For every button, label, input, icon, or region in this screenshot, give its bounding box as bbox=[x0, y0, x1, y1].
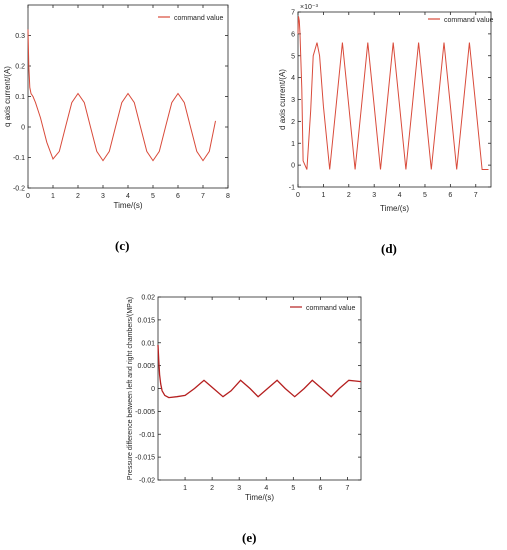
y-tick-label: -1 bbox=[289, 185, 295, 192]
y-tick-label: 0.015 bbox=[137, 317, 155, 324]
y-tick-label: 0.02 bbox=[141, 295, 155, 302]
x-tick-label: 5 bbox=[151, 193, 155, 200]
y-tick-label: 0.3 bbox=[15, 33, 25, 40]
x-tick-label: 6 bbox=[448, 192, 452, 199]
y-tick-label: 0.005 bbox=[137, 363, 155, 370]
y-tick-label: 3 bbox=[291, 97, 295, 104]
y-tick-label: 0.2 bbox=[15, 64, 25, 71]
x-tick-label: 8 bbox=[226, 193, 230, 200]
y-tick-label: -0.01 bbox=[139, 432, 155, 439]
y-axis-exponent: ×10⁻³ bbox=[300, 4, 319, 11]
y-tick-label: 0.01 bbox=[141, 340, 155, 347]
series-line bbox=[157, 344, 362, 399]
x-tick-label: 1 bbox=[183, 485, 187, 492]
x-axis-label: Time/(s) bbox=[113, 201, 142, 210]
x-tick-label: 3 bbox=[101, 193, 105, 200]
y-tick-label: 4 bbox=[291, 75, 295, 82]
y-tick-label: -0.1 bbox=[13, 155, 25, 162]
y-tick-label: 1 bbox=[291, 141, 295, 148]
y-tick-label: 5 bbox=[291, 53, 295, 60]
y-axis-label: Pressure difference between left and rig… bbox=[127, 297, 134, 480]
plot-area-2 bbox=[157, 296, 362, 481]
y-tick-label: 0 bbox=[151, 386, 155, 393]
y-axis-label: d axis current/(A) bbox=[278, 69, 287, 130]
x-tick-label: 4 bbox=[398, 192, 402, 199]
x-tick-label: 4 bbox=[264, 485, 268, 492]
x-axis-label: Time/(s) bbox=[245, 493, 274, 502]
y-tick-label: -0.02 bbox=[139, 478, 155, 485]
y-tick-label: -0.015 bbox=[135, 455, 155, 462]
plot-area-1 bbox=[297, 11, 492, 188]
x-tick-label: 5 bbox=[291, 485, 295, 492]
legend-label: command value bbox=[174, 15, 224, 22]
panel-label-d: (d) bbox=[381, 241, 397, 256]
panel-label-c: (c) bbox=[115, 238, 130, 253]
x-tick-label: 2 bbox=[210, 485, 214, 492]
series-line bbox=[297, 16, 489, 170]
x-tick-label: 7 bbox=[346, 485, 350, 492]
x-tick-label: 1 bbox=[321, 192, 325, 199]
legend-label: command value bbox=[444, 17, 494, 24]
x-tick-label: 0 bbox=[296, 192, 300, 199]
y-tick-label: 0 bbox=[21, 125, 25, 132]
x-axis-label: Time/(s) bbox=[380, 204, 409, 213]
x-tick-label: 0 bbox=[26, 193, 30, 200]
x-tick-label: 7 bbox=[474, 192, 478, 199]
x-tick-label: 7 bbox=[201, 193, 205, 200]
x-tick-label: 6 bbox=[318, 485, 322, 492]
y-tick-label: 0 bbox=[291, 163, 295, 170]
x-tick-label: 2 bbox=[76, 193, 80, 200]
x-tick-label: 3 bbox=[237, 485, 241, 492]
x-tick-label: 5 bbox=[423, 192, 427, 199]
y-axis-label: q axis current/(A) bbox=[3, 66, 12, 127]
y-tick-label: -0.2 bbox=[13, 186, 25, 193]
x-tick-label: 4 bbox=[126, 193, 130, 200]
x-tick-label: 3 bbox=[372, 192, 376, 199]
panel-label-e: (e) bbox=[242, 530, 257, 545]
x-tick-label: 1 bbox=[51, 193, 55, 200]
legend-label: command value bbox=[306, 305, 356, 312]
y-tick-label: -0.005 bbox=[135, 409, 155, 416]
y-tick-label: 0.1 bbox=[15, 94, 25, 101]
y-tick-label: 6 bbox=[291, 31, 295, 38]
y-tick-label: 2 bbox=[291, 119, 295, 126]
series-line bbox=[27, 29, 216, 162]
y-tick-label: 7 bbox=[291, 10, 295, 17]
plot-area-0 bbox=[27, 4, 229, 189]
x-tick-label: 6 bbox=[176, 193, 180, 200]
x-tick-label: 2 bbox=[347, 192, 351, 199]
